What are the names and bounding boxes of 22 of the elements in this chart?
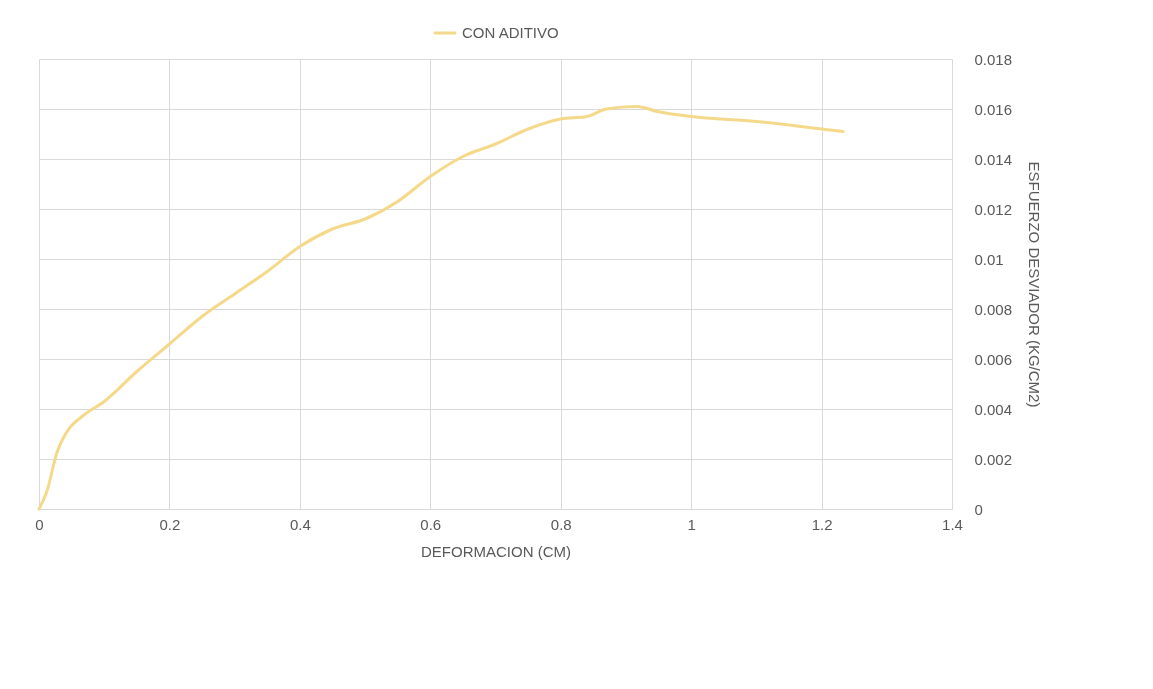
x-tick-label: 0.2 [159,515,181,533]
y-tick-label: 0.01 [974,250,1004,268]
legend-label: CON ADITIVO [462,24,559,41]
y-tick-label: 0 [974,500,983,518]
x-tick-label: 1 [687,515,696,533]
line-series [37,105,845,511]
x-axis-title: DEFORMACION (CM) [421,542,571,560]
y-tick-label: 0.012 [974,200,1013,218]
x-tick-label: 1.2 [811,515,833,533]
y-tick-label: 0.018 [974,50,1013,68]
x-tick-label: 0.6 [420,515,442,533]
x-tick-label: 0.8 [550,515,572,533]
y-tick-label: 0.004 [974,400,1013,418]
x-tick-label: 1.4 [942,515,963,533]
x-tick-label: 0.4 [289,515,311,533]
y-tick-label: 0.006 [974,350,1013,368]
y-tick-label: 0.008 [974,300,1013,318]
y-tick-label: 0.014 [974,150,1013,168]
y-axis-title: ESFUERZO DESVIADOR (KG/CM2) [1026,161,1044,408]
y-tick-label: 0.002 [974,450,1013,468]
y-tick-label: 0.016 [974,100,1013,118]
x-tick-label: 0 [35,515,44,533]
